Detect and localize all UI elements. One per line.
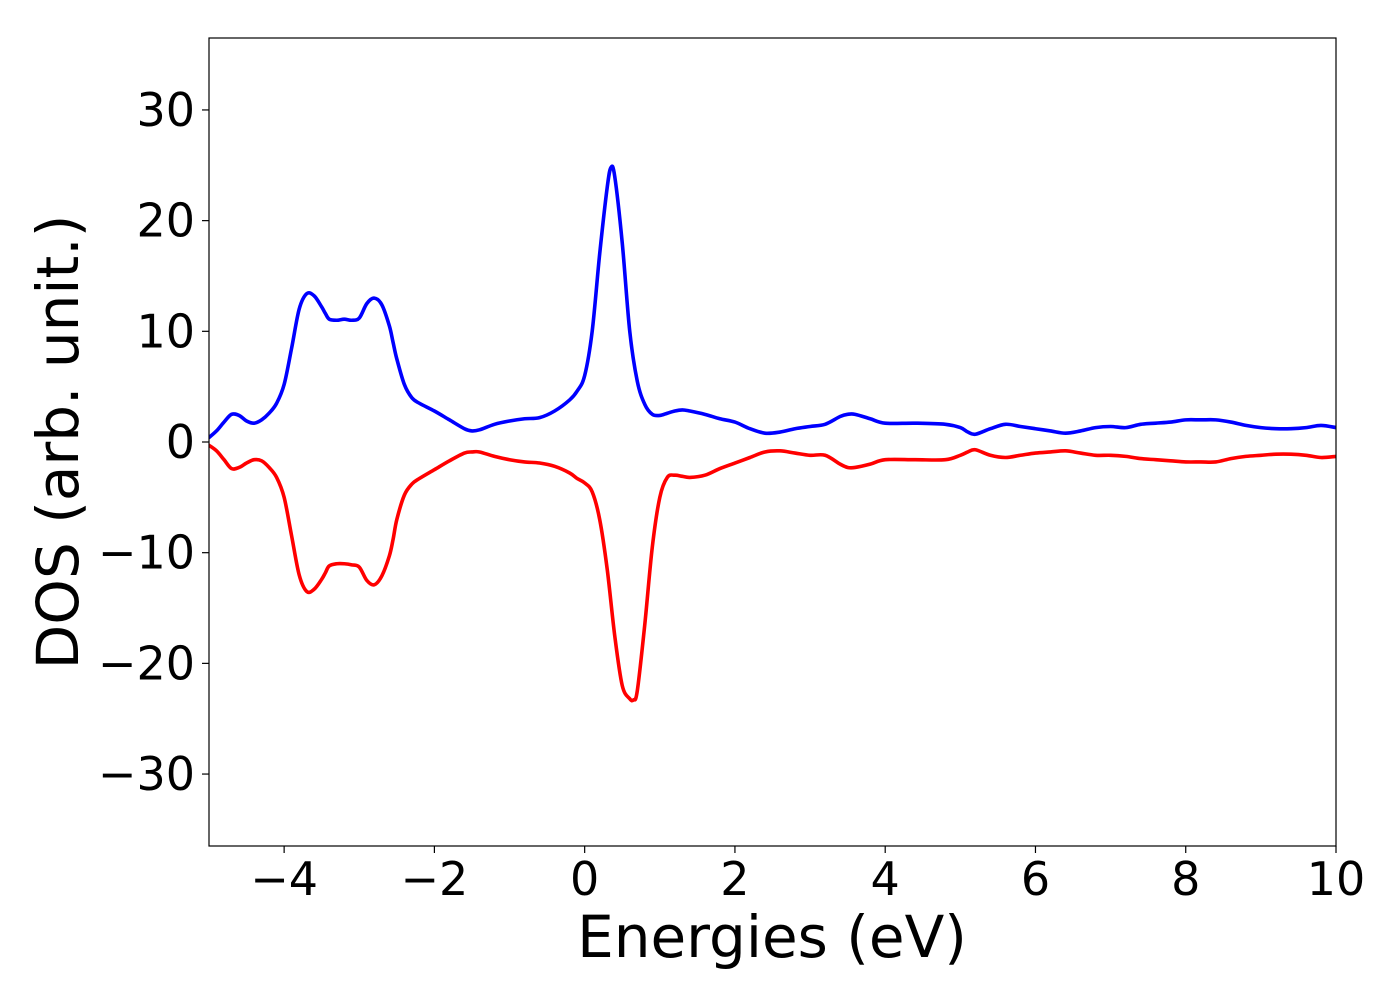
x-tick-label: 2 (720, 852, 749, 906)
x-axis: −4 −2 0 2 4 6 8 10 (250, 846, 1365, 906)
y-axis-title: DOS (arb. unit.) (24, 215, 92, 670)
dos-series-positive (209, 164, 1336, 440)
x-tick-label: 0 (570, 852, 599, 906)
y-axis: 30 20 10 0 −10 −20 −30 (98, 83, 209, 801)
y-tick-label: 0 (166, 415, 195, 469)
y-tick-label: 30 (136, 83, 195, 137)
y-tick-label: −30 (98, 747, 195, 801)
x-tick-label: −4 (250, 852, 318, 906)
y-tick-label: 20 (136, 194, 195, 248)
x-tick-label: 4 (871, 852, 900, 906)
x-tick-label: 8 (1171, 852, 1200, 906)
y-tick-label: 10 (136, 304, 195, 358)
y-tick-label: −20 (98, 636, 195, 690)
x-tick-label: 6 (1021, 852, 1050, 906)
series-layer (209, 164, 1336, 703)
x-tick-label: −2 (400, 852, 468, 906)
dos-series-negative (209, 443, 1336, 703)
y-tick-label: −10 (98, 526, 195, 580)
x-tick-label: 10 (1307, 852, 1366, 906)
x-axis-title: Energies (eV) (577, 903, 967, 971)
